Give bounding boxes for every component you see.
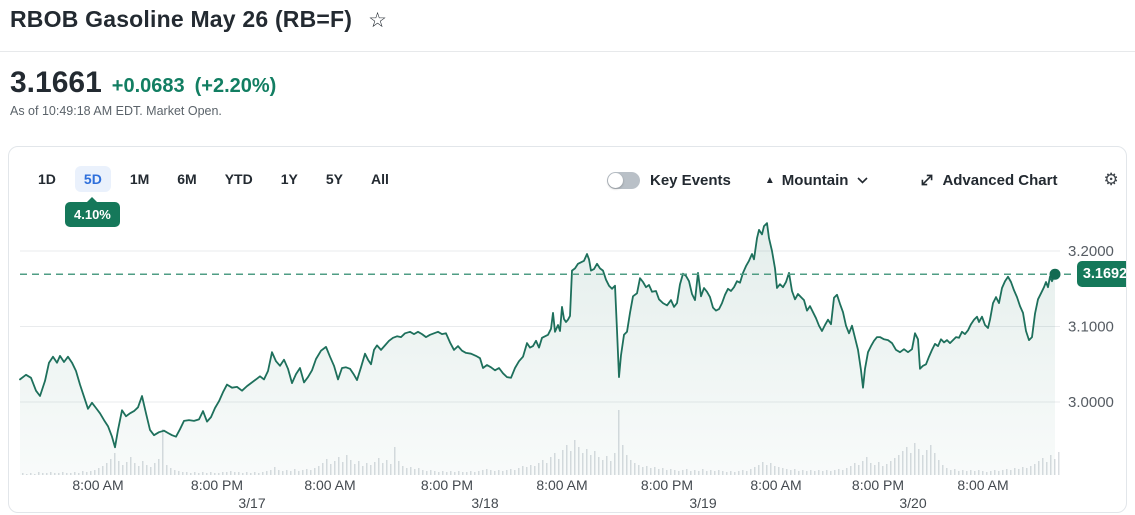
header-divider (0, 51, 1135, 52)
chart-card: 1D 5D 1M 6M YTD 1Y 5Y All 4.10% Key Even… (8, 146, 1127, 513)
price-change: +0.0683 (111, 75, 185, 97)
price-line-badge: 3.1692 (1077, 261, 1126, 287)
expand-icon (922, 174, 933, 186)
advanced-chart-button[interactable]: Advanced Chart (920, 172, 1057, 189)
x-axis-time-label: 8:00 PM (852, 477, 904, 493)
y-axis-labels: 3.2000 3.1000 3.0000 (1068, 243, 1114, 411)
range-selector: 1D 5D 1M 6M YTD 1Y 5Y All (29, 166, 398, 192)
x-axis-date-label: 3/17 (238, 495, 265, 511)
x-axis-labels: 8:00 AM 8:00 PM 8:00 AM 8:00 PM 8:00 AM 8:00 … (72, 477, 1008, 511)
quote-summary: 3.1661 +0.0683 (+2.20%) (10, 66, 276, 100)
x-axis-time-label: 8:00 PM (421, 477, 473, 493)
advanced-chart-label: Advanced Chart (942, 171, 1058, 189)
chart-type-label: Mountain (781, 171, 849, 189)
range-tab-6m[interactable]: 6M (177, 171, 197, 187)
x-axis-time-label: 8:00 AM (957, 477, 1008, 493)
range-tab-all[interactable]: All (370, 171, 389, 187)
mountain-icon: ▲ (764, 174, 775, 186)
range-tab-1y[interactable]: 1Y (280, 171, 298, 187)
x-axis-time-label: 8:00 AM (750, 477, 801, 493)
as-of-text: As of 10:49:18 AM EDT. Market Open. (10, 104, 222, 118)
price-line (19, 222, 1056, 449)
y-axis-tick-label: 3.1000 (1068, 319, 1114, 336)
key-events-toggle[interactable] (607, 171, 640, 189)
x-axis-time-label: 8:00 AM (72, 477, 123, 493)
chart-type-dropdown[interactable]: ▲ Mountain (765, 172, 869, 189)
x-axis-time-label: 8:00 PM (191, 477, 243, 493)
range-tab-ytd[interactable]: YTD (224, 171, 253, 187)
current-price: 3.1661 (10, 66, 102, 99)
x-axis-time-label: 8:00 PM (641, 477, 693, 493)
x-axis-date-label: 3/18 (471, 495, 498, 511)
range-tab-1d[interactable]: 1D (38, 171, 56, 187)
x-axis-time-label: 8:00 AM (536, 477, 587, 493)
x-axis-date-label: 3/19 (689, 495, 716, 511)
star-icon[interactable]: ☆ (368, 9, 387, 32)
current-price-dot (1049, 268, 1061, 280)
price-area (20, 223, 1055, 475)
range-tab-5d[interactable]: 5D (74, 166, 111, 192)
header: RBOB Gasoline May 26 (RB=F) ☆ (10, 6, 387, 33)
range-change-tooltip: 4.10% (65, 197, 120, 227)
x-axis-time-label: 8:00 AM (304, 477, 355, 493)
x-axis-date-label: 3/20 (899, 495, 926, 511)
y-axis-tick-label: 3.2000 (1068, 243, 1114, 260)
gear-icon[interactable]: ⚙ (1103, 169, 1119, 190)
chart-toolbar: Key Events ▲ Mountain Advanced Chart ⚙ (607, 168, 1119, 192)
chevron-down-icon (857, 176, 869, 184)
range-tab-1m[interactable]: 1M (129, 171, 150, 187)
page-title: RBOB Gasoline May 26 (RB=F) (10, 6, 353, 32)
range-tab-5y[interactable]: 5Y (325, 171, 343, 187)
key-events-label: Key Events (650, 171, 731, 189)
toggle-knob (608, 172, 623, 188)
y-axis-tick-label: 3.0000 (1068, 394, 1114, 411)
price-change-percent: (+2.20%) (194, 75, 277, 97)
